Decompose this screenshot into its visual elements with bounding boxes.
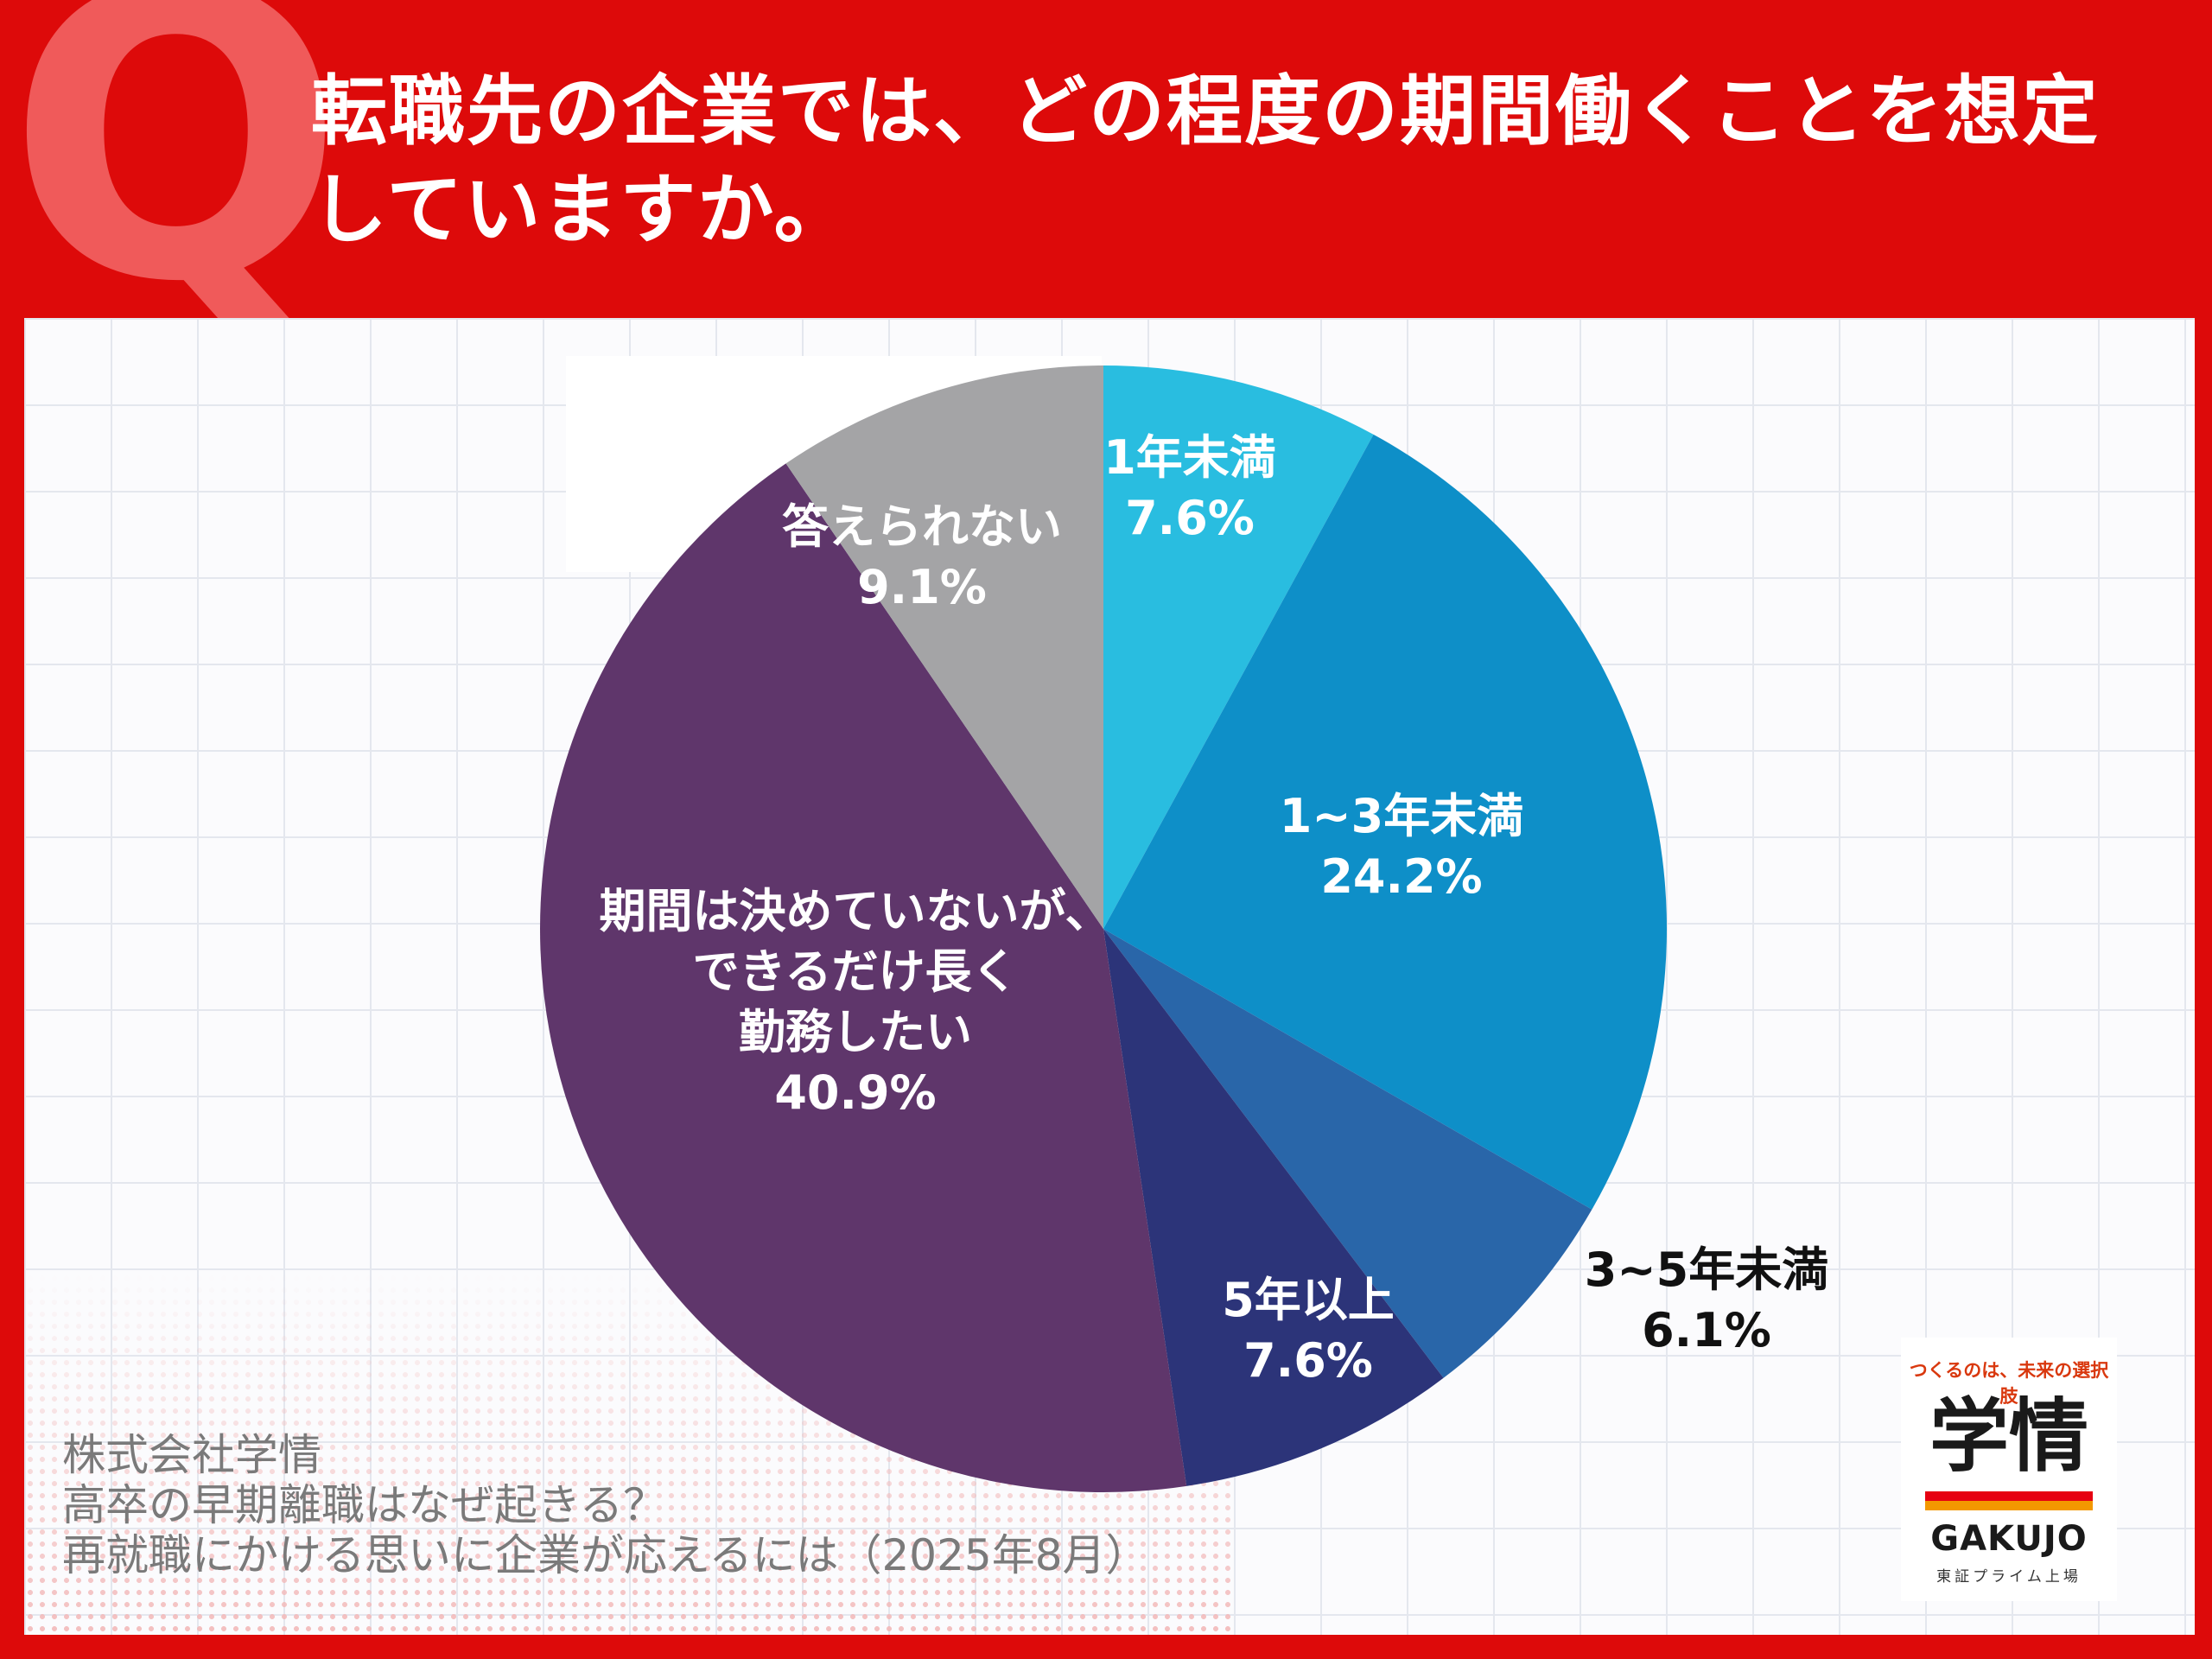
pie-slice [540, 463, 1187, 1493]
question-title: 転職先の企業では、どの程度の期間働くことを想定 していますか。 [311, 67, 2101, 254]
q-mark: Q [7, 0, 346, 369]
slice-label: 期間は決めていないが、できるだけ長く勤務したい 40.9% [600, 884, 1112, 1120]
pie-slice [1103, 434, 1667, 1210]
logo-subtitle: 東証プライム上場 [1936, 1568, 2082, 1586]
slice-label: 答えられない 9.1% [782, 499, 1062, 614]
slice-label: 1~3年未満 24.2% [1280, 789, 1523, 904]
slice-label: 5年以上 7.6% [1222, 1273, 1395, 1388]
pie-slice [785, 365, 1103, 929]
logo-mark: 学情 [1929, 1390, 2088, 1483]
slice-label: 3~5年未満 6.1% [1585, 1243, 1828, 1357]
logo-name: GAKUJO [1930, 1519, 2088, 1559]
logo-bar [1925, 1491, 2093, 1510]
logo-tagline: つくるのは、未来の選択肢 [1909, 1360, 2109, 1407]
slice-label: 1年未満 7.6% [1103, 430, 1276, 545]
pie-slice [1103, 929, 1592, 1378]
question-header: Q 転職先の企業では、どの程度の期間働くことを想定 していますか。 [0, 0, 2212, 337]
pie-slice [1103, 929, 1444, 1486]
source-note: 株式会社学情 高卒の早期離職はなぜ起きる？ 再就職にかける思いに企業が応えるには… [62, 1430, 1149, 1580]
gakujo-logo: つくるのは、未来の選択肢 学情 GAKUJO 東証プライム上場 [1901, 1338, 2117, 1601]
pie-slice [1103, 365, 1374, 929]
